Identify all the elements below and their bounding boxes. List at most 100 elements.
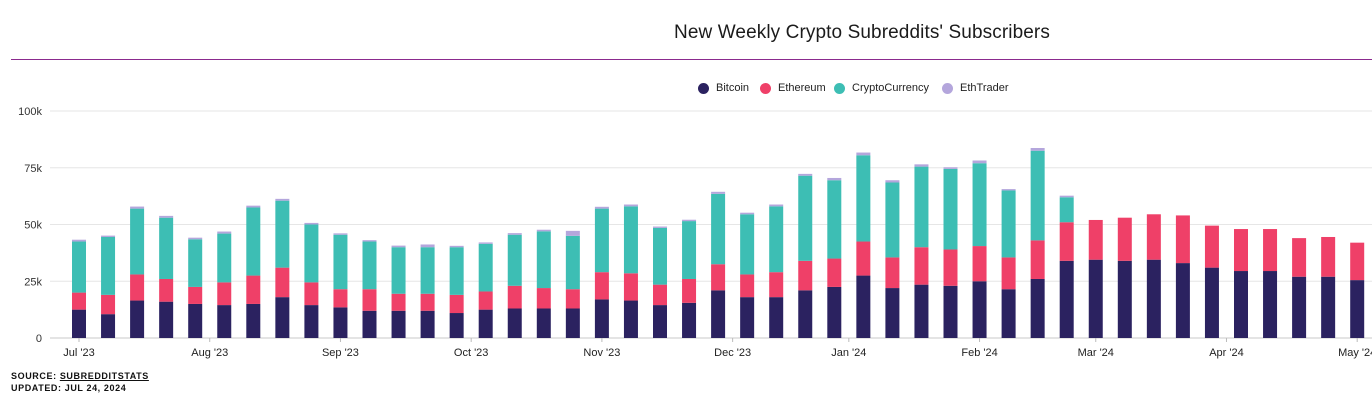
bar-segment-ethtrader[interactable] — [536, 229, 551, 232]
bar-stack[interactable] — [478, 242, 493, 338]
bar-stack[interactable] — [856, 152, 871, 338]
bar-segment-bitcoin[interactable] — [159, 301, 174, 338]
bar-segment-ethereum[interactable] — [594, 272, 609, 300]
bar-segment-ethtrader[interactable] — [740, 212, 755, 215]
bar-segment-ethereum[interactable] — [623, 273, 638, 301]
bar-segment-ethtrader[interactable] — [362, 240, 377, 242]
bar-stack[interactable] — [1321, 236, 1336, 338]
bar-segment-ethtrader[interactable] — [623, 204, 638, 207]
bar-segment-cryptocurrency[interactable] — [478, 243, 493, 292]
bar-segment-bitcoin[interactable] — [798, 290, 813, 338]
bar-segment-bitcoin[interactable] — [1117, 260, 1132, 338]
bar-segment-cryptocurrency[interactable] — [536, 231, 551, 289]
bar-segment-bitcoin[interactable] — [275, 297, 290, 338]
bar-segment-bitcoin[interactable] — [1263, 271, 1278, 338]
bar-segment-ethtrader[interactable] — [565, 230, 580, 236]
bar-segment-cryptocurrency[interactable] — [565, 235, 580, 290]
bar-segment-ethtrader[interactable] — [159, 215, 174, 218]
bar-segment-ethtrader[interactable] — [304, 222, 319, 225]
legend-item-ethereum[interactable]: Ethereum — [760, 80, 826, 96]
bar-stack[interactable] — [1175, 215, 1190, 338]
bar-stack[interactable] — [1234, 229, 1248, 338]
bar-segment-cryptocurrency[interactable] — [72, 241, 86, 293]
bar-segment-ethereum[interactable] — [740, 274, 755, 298]
bar-segment-ethtrader[interactable] — [420, 244, 435, 248]
bar-segment-ethereum[interactable] — [972, 246, 987, 282]
bar-segment-ethtrader[interactable] — [101, 235, 116, 237]
bar-segment-ethtrader[interactable] — [188, 237, 203, 240]
bar-segment-cryptocurrency[interactable] — [188, 239, 203, 287]
bar-segment-ethereum[interactable] — [1117, 217, 1132, 261]
bar-segment-ethtrader[interactable] — [72, 239, 86, 242]
bar-segment-ethereum[interactable] — [565, 289, 580, 309]
bar-segment-bitcoin[interactable] — [1292, 276, 1307, 338]
bar-segment-cryptocurrency[interactable] — [653, 227, 667, 285]
bar-segment-ethtrader[interactable] — [478, 242, 493, 244]
bar-segment-ethereum[interactable] — [1175, 215, 1190, 264]
bar-segment-cryptocurrency[interactable] — [885, 182, 900, 258]
bar-segment-ethtrader[interactable] — [827, 177, 842, 181]
bar-segment-ethereum[interactable] — [420, 293, 435, 311]
bar-stack[interactable] — [101, 235, 116, 338]
bar-stack[interactable] — [362, 240, 377, 338]
bar-segment-cryptocurrency[interactable] — [769, 206, 784, 273]
bar-segment-ethtrader[interactable] — [1030, 148, 1045, 151]
bar-segment-cryptocurrency[interactable] — [623, 206, 638, 274]
bar-stack[interactable] — [623, 204, 638, 338]
bar-segment-ethtrader[interactable] — [914, 164, 929, 167]
bar-segment-cryptocurrency[interactable] — [130, 208, 145, 275]
bar-stack[interactable] — [1263, 229, 1278, 338]
source-link[interactable]: SUBREDDITSTATS — [59, 371, 149, 381]
bar-segment-bitcoin[interactable] — [1175, 263, 1190, 338]
bar-segment-ethtrader[interactable] — [1059, 195, 1074, 198]
bar-segment-bitcoin[interactable] — [914, 284, 929, 338]
bar-stack[interactable] — [130, 206, 145, 338]
bar-segment-ethtrader[interactable] — [594, 206, 609, 209]
bar-segment-bitcoin[interactable] — [565, 308, 580, 338]
bar-segment-cryptocurrency[interactable] — [275, 200, 290, 268]
bar-segment-ethereum[interactable] — [1292, 238, 1307, 277]
bar-segment-ethereum[interactable] — [914, 247, 929, 285]
bar-segment-ethereum[interactable] — [827, 258, 842, 287]
bar-segment-cryptocurrency[interactable] — [798, 175, 813, 261]
bar-stack[interactable] — [1117, 217, 1132, 338]
bar-stack[interactable] — [159, 215, 174, 338]
bar-segment-ethereum[interactable] — [304, 282, 319, 306]
bar-segment-ethereum[interactable] — [1350, 242, 1365, 281]
bar-segment-cryptocurrency[interactable] — [159, 217, 174, 279]
bar-segment-ethereum[interactable] — [711, 264, 726, 291]
bar-segment-ethtrader[interactable] — [943, 167, 958, 169]
bar-stack[interactable] — [682, 219, 697, 338]
bar-segment-ethereum[interactable] — [769, 272, 784, 298]
bar-segment-bitcoin[interactable] — [1204, 267, 1219, 338]
bar-segment-ethereum[interactable] — [1088, 219, 1103, 260]
bar-segment-ethereum[interactable] — [682, 278, 697, 303]
bar-segment-ethtrader[interactable] — [130, 206, 145, 209]
bar-segment-ethtrader[interactable] — [449, 245, 464, 248]
bar-segment-ethereum[interactable] — [536, 288, 551, 309]
bar-stack[interactable] — [914, 164, 929, 338]
bar-segment-cryptocurrency[interactable] — [1001, 190, 1016, 258]
bar-segment-bitcoin[interactable] — [1146, 259, 1161, 338]
bar-segment-ethtrader[interactable] — [885, 180, 900, 183]
bar-segment-ethereum[interactable] — [449, 294, 464, 314]
bar-segment-ethereum[interactable] — [943, 249, 958, 286]
bar-segment-bitcoin[interactable] — [885, 288, 900, 338]
bar-segment-ethereum[interactable] — [1234, 229, 1248, 272]
bar-segment-ethtrader[interactable] — [333, 233, 348, 235]
bar-segment-ethtrader[interactable] — [711, 191, 726, 194]
bar-segment-cryptocurrency[interactable] — [856, 155, 871, 242]
bar-stack[interactable] — [594, 206, 609, 338]
bar-segment-bitcoin[interactable] — [594, 299, 609, 338]
bar-segment-ethtrader[interactable] — [217, 231, 232, 234]
bar-segment-bitcoin[interactable] — [420, 310, 435, 338]
bar-segment-bitcoin[interactable] — [130, 300, 145, 338]
bar-stack[interactable] — [740, 212, 755, 338]
bar-stack[interactable] — [72, 239, 86, 338]
bar-segment-ethereum[interactable] — [72, 292, 86, 310]
bar-segment-bitcoin[interactable] — [333, 307, 348, 338]
bar-segment-bitcoin[interactable] — [943, 285, 958, 338]
bar-stack[interactable] — [536, 229, 551, 338]
bar-segment-ethereum[interactable] — [101, 294, 116, 315]
bar-segment-cryptocurrency[interactable] — [333, 234, 348, 290]
